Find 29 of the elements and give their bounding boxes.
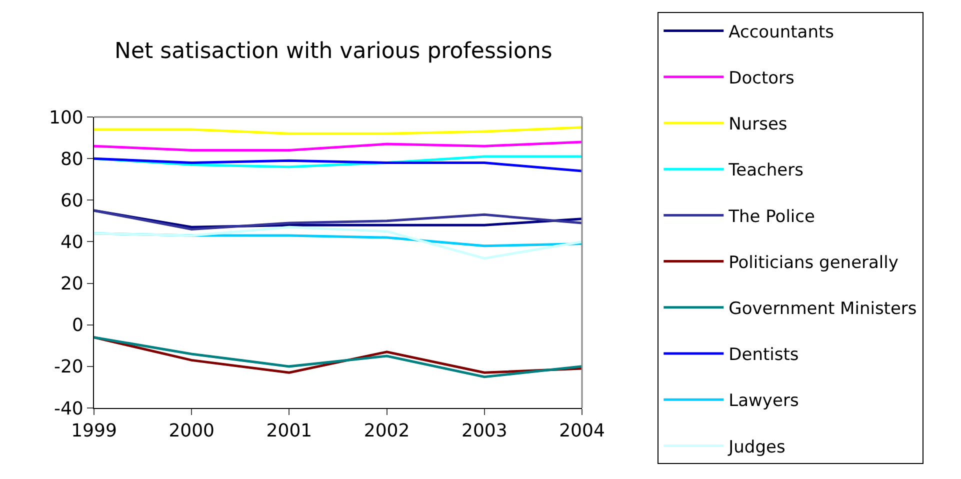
legend-label: Teachers	[728, 160, 804, 181]
y-tick-label: 40	[60, 232, 84, 254]
x-tick-label: 2001	[266, 420, 312, 442]
legend-label: Government Ministers	[728, 299, 917, 320]
y-tick-label: -20	[54, 356, 84, 378]
y-tick-label: 0	[72, 315, 84, 336]
y-tick-label: 60	[60, 190, 84, 212]
x-tick-label: 2004	[559, 420, 605, 442]
legend-label: Nurses	[728, 114, 788, 135]
legend-label: Doctors	[728, 68, 795, 89]
legend-label: Dentists	[728, 345, 799, 366]
y-tick-label: 100	[49, 107, 84, 128]
line-series	[94, 126, 582, 135]
legend-label: Judges	[728, 437, 786, 458]
x-tick-label: 2003	[461, 420, 508, 442]
line-series	[94, 226, 582, 260]
x-tick-label: 2002	[364, 420, 410, 442]
legend-label: The Police	[728, 206, 815, 227]
legend-label: Accountants	[728, 22, 834, 42]
y-tick-label: 80	[60, 148, 84, 170]
y-tick-label: -40	[54, 398, 84, 420]
x-tick-label: 1999	[71, 420, 117, 442]
line-series	[94, 140, 582, 152]
line-series	[94, 157, 582, 172]
x-tick-label: 2000	[168, 420, 215, 442]
y-tick-label: 20	[60, 274, 84, 295]
chart-title: Net satisaction with various professions	[114, 38, 552, 64]
legend-label: Politicians generally	[728, 252, 898, 273]
legend-label: Lawyers	[728, 391, 799, 412]
